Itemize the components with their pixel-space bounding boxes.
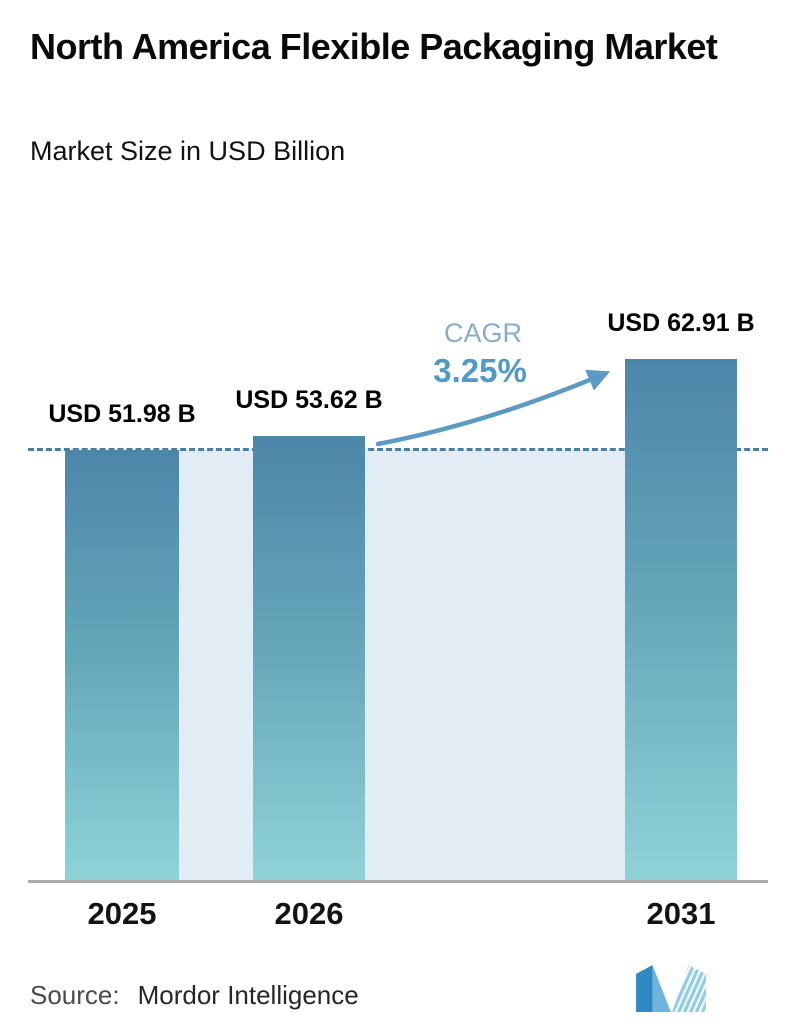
page-title: North America Flexible Packaging Market (30, 26, 718, 67)
bar-value-label: USD 62.91 B (607, 309, 755, 337)
growth-arrow (375, 369, 611, 447)
x-axis-label: 2026 (274, 896, 344, 931)
bar-2025 (65, 450, 179, 882)
reference-dashed-line (28, 448, 768, 451)
source-label: Source: (30, 980, 120, 1010)
cagr-value: 3.25% (433, 352, 527, 389)
bar-value-label: USD 51.98 B (48, 400, 196, 428)
cagr-label: CAGR (443, 318, 523, 348)
x-axis-label: 2025 (87, 896, 157, 931)
x-axis-label: 2031 (646, 896, 716, 931)
bar-2031 (625, 359, 737, 882)
source-attribution: Source: Mordor Intelligence (30, 980, 359, 1011)
bar-value-label: USD 53.62 B (235, 386, 383, 414)
x-axis-line (28, 880, 768, 883)
source-value: Mordor Intelligence (137, 980, 359, 1010)
chart-subtitle: Market Size in USD Billion (30, 136, 346, 166)
mordor-intelligence-logo-icon (636, 965, 706, 1012)
bar-2026 (253, 436, 365, 882)
